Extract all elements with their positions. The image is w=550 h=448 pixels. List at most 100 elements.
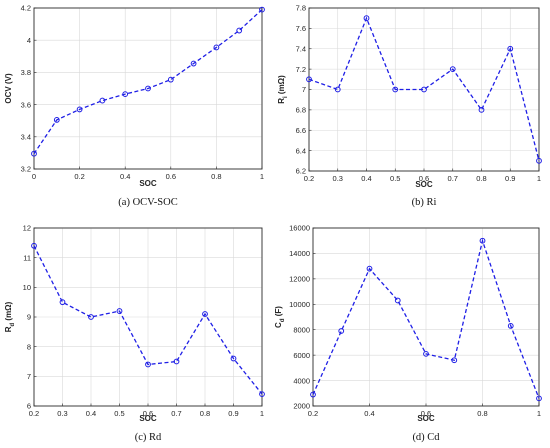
data-point [173, 358, 180, 365]
x-tick-label: 0.5 [390, 174, 400, 183]
x-tick-label: 0.4 [86, 409, 96, 418]
y-tick-label: 4.2 [21, 4, 31, 13]
data-point [363, 15, 370, 22]
data-point [310, 391, 316, 398]
x-tick-label: 0.4 [120, 172, 130, 181]
y-tick-label: 8 [27, 342, 31, 351]
y-tick-label: 12000 [289, 275, 310, 284]
x-tick-label: 0.8 [477, 409, 487, 418]
series-line [33, 9, 263, 155]
x-tick-label: 0.7 [448, 174, 458, 183]
y-tick-label: 7.2 [296, 65, 306, 74]
data-point [259, 6, 265, 13]
data-point [236, 27, 243, 34]
data-point [478, 106, 485, 113]
x-tick-label: 0 [32, 172, 36, 181]
data-point [202, 311, 208, 317]
data-point [449, 66, 456, 73]
data-point [507, 323, 514, 329]
data-point [122, 91, 129, 98]
y-tick-label: 6 [27, 402, 31, 411]
x-tick-label: 0.6 [421, 409, 431, 418]
series-line [33, 245, 263, 395]
data-point [76, 106, 83, 113]
y-tick-label: 3.6 [21, 100, 31, 109]
data-point [334, 86, 341, 93]
y-axis-label: Cd (F) [274, 306, 286, 328]
x-tick-label: 1 [260, 409, 264, 418]
y-tick-label: 6.6 [296, 126, 306, 135]
data-point [145, 85, 151, 92]
data-point [167, 76, 174, 83]
data-point [59, 299, 66, 306]
data-point [230, 355, 237, 362]
x-tick-label: 0.3 [333, 174, 343, 183]
y-axis-label: Rd (mΩ) [4, 301, 16, 332]
x-tick-label: 0.2 [308, 409, 318, 418]
y-tick-label: 2000 [293, 402, 310, 411]
data-point [421, 86, 427, 93]
y-axis-label: OCV (V) [4, 73, 13, 104]
panel-ri: 0.2 0.3 0.4 0.5 0.6 0.7 0.8 0.9 1 6.2 6.4 6.6 6.8 7 7.… [277, 4, 542, 208]
y-tick-label: 4 [27, 36, 31, 45]
data-point [116, 308, 123, 314]
plot-border [33, 7, 263, 170]
x-tick-label: 0.7 [171, 409, 181, 418]
x-tick-label: 0.4 [361, 174, 371, 183]
y-tick-label: 11 [23, 253, 31, 262]
x-tick-label: 0.2 [74, 172, 84, 181]
y-tick-label: 7.6 [296, 24, 306, 33]
data-point [479, 237, 486, 244]
x-tick-label: 1 [537, 174, 541, 183]
x-axis-label: SOC [417, 414, 435, 423]
data-point [31, 242, 37, 249]
data-point [423, 350, 429, 357]
x-tick-label: 0.8 [476, 174, 486, 183]
data-point [145, 361, 151, 368]
x-tick-label: 0.2 [304, 174, 314, 183]
y-tick-label: 4000 [293, 376, 310, 385]
y-tick-label: 6.2 [296, 167, 306, 176]
x-tick-label: 0.6 [166, 172, 176, 181]
data-point [366, 265, 373, 272]
y-tick-label: 7.4 [296, 44, 306, 53]
x-tick-label: 0.4 [364, 409, 374, 418]
series-line [312, 238, 540, 399]
y-tick-label: 7 [27, 372, 31, 381]
x-tick-label: 1 [537, 409, 541, 418]
x-tick-label: 0.8 [200, 409, 210, 418]
data-point [451, 357, 458, 364]
panel-ocv-soc: 0 0.2 0.4 0.6 0.8 1 3.2 3.4 3.6 3.8 4 4.2 SOC OCV (V)… [4, 4, 265, 208]
x-tick-label: 0.2 [29, 409, 39, 418]
panel-caption: (a) OCV-SOC [118, 197, 177, 208]
x-axis-label: SOC [139, 179, 157, 188]
y-tick-label: 7.8 [296, 4, 306, 13]
panel-caption: (d) Cd [412, 432, 440, 443]
data-point [392, 86, 399, 93]
panel-rd: 0.2 0.3 0.4 0.5 0.6 0.7 0.8 0.9 1 6 7 8 9 10 11 12 SOC Rd… [4, 224, 265, 443]
y-tick-label: 9 [27, 313, 31, 322]
x-tick-label: 0.3 [57, 409, 67, 418]
y-tick-label: 10 [23, 283, 31, 292]
y-tick-label: 3.2 [21, 165, 31, 174]
y-tick-label: 6.8 [296, 106, 306, 115]
y-tick-label: 3.4 [21, 133, 31, 142]
data-point [213, 44, 220, 51]
y-tick-label: 6.4 [296, 146, 306, 155]
x-tick-label: 0.6 [143, 409, 153, 418]
x-axis-label: SOC [415, 180, 433, 189]
y-tick-label: 3.8 [21, 68, 31, 77]
data-point [190, 60, 197, 67]
data-point [507, 45, 514, 52]
x-tick-label: 0.9 [228, 409, 238, 418]
x-tick-label: 0.8 [211, 172, 221, 181]
data-point [306, 76, 312, 83]
data-point [536, 395, 542, 402]
panel-caption: (c) Rd [135, 432, 162, 443]
data-point [31, 150, 37, 157]
y-tick-label: 10000 [289, 300, 310, 309]
x-tick-label: 0.5 [114, 409, 124, 418]
data-point [53, 116, 60, 123]
x-tick-label: 0.9 [505, 174, 515, 183]
